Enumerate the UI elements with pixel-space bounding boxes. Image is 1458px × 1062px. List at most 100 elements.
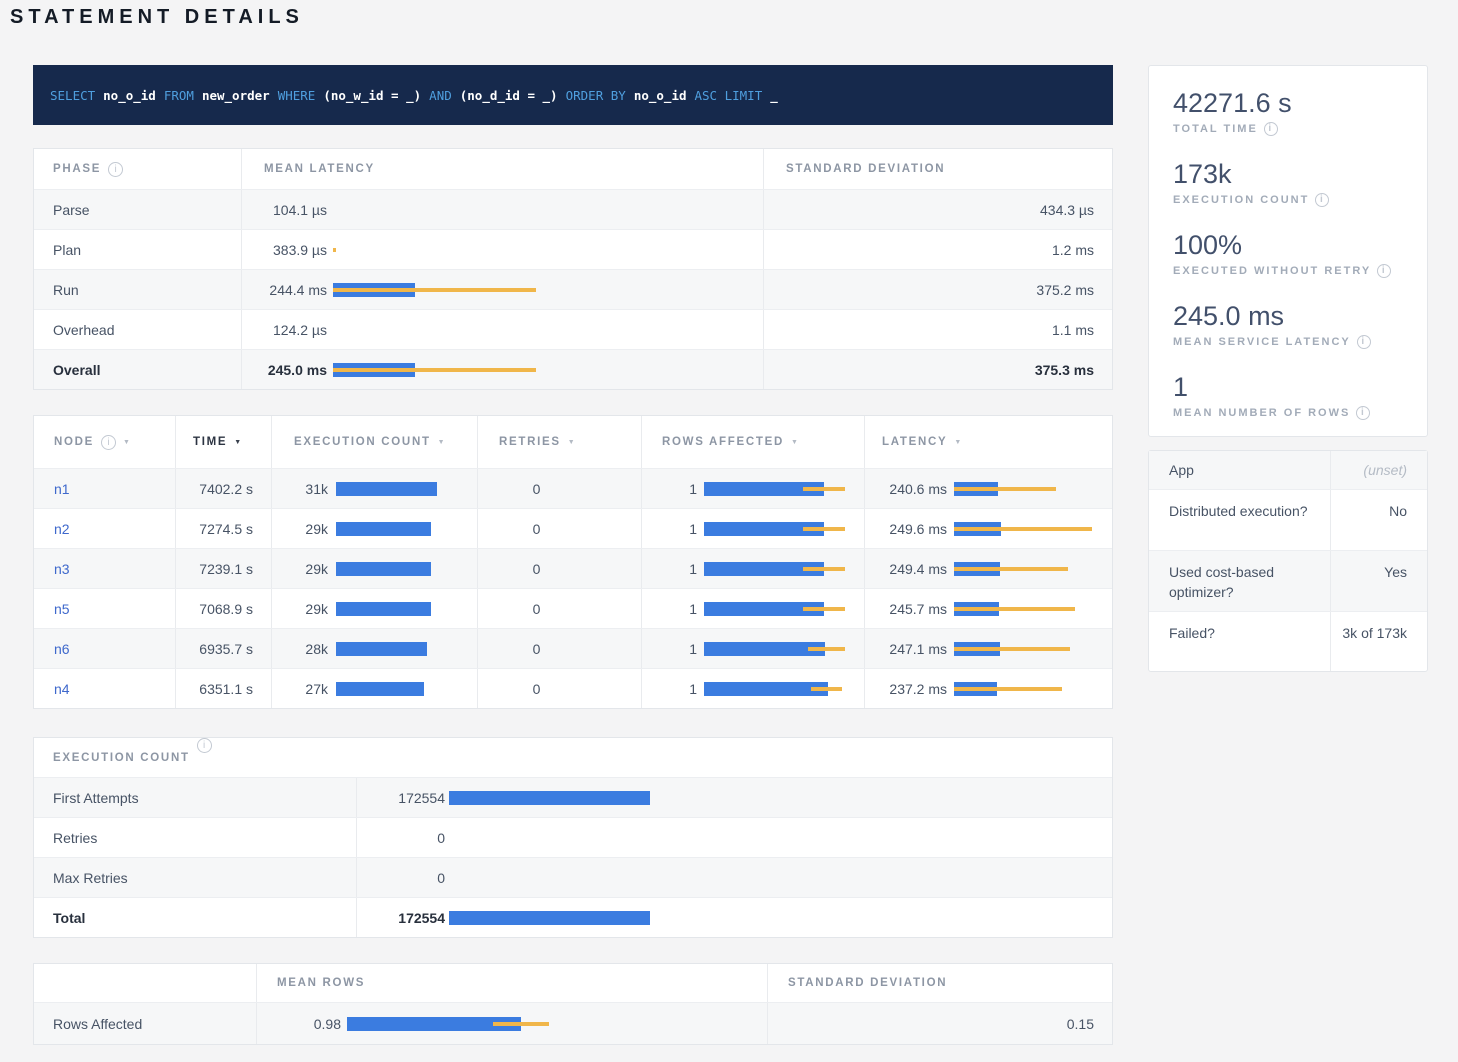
std-dev-whisker [954,526,1092,531]
sql-identifier: no_o_id [103,87,156,103]
info-icon[interactable]: i [196,738,212,753]
std-dev-whisker [803,526,845,531]
std-dev-whisker [493,1021,549,1026]
node-row: n4 6351.1 s 27k 0 1 237.2 ms [34,668,1112,708]
column-header-node[interactable]: NODE i ▼ [54,434,130,450]
count-bar [449,910,1102,925]
std-dev-value: 375.3 ms [1034,361,1094,378]
latency-value: 249.6 ms [889,520,947,537]
time-value: 7402.2 s [199,480,253,497]
std-dev-whisker [333,247,336,252]
std-dev-whisker [803,606,845,611]
latency-value: 245.7 ms [889,600,947,617]
info-icon[interactable]: i [1315,193,1330,207]
statement-summary-card: 42271.6 s TOTAL TIME i 173k EXECUTION COU… [1148,65,1428,437]
rows-affected-table: MEAN ROWS STANDARD DEVIATION Rows Affect… [33,963,1113,1045]
info-icon[interactable]: i [1356,335,1371,349]
column-header-standard-deviation: STANDARD DEVIATION [786,163,946,175]
rows-affected-bar [704,641,858,656]
time-value: 6351.1 s [199,680,253,697]
stat-execution-count: 173k EXECUTION COUNT i [1173,159,1403,207]
sort-icon[interactable]: ▼ [567,438,575,446]
sort-icon[interactable]: ▼ [954,438,962,446]
info-icon[interactable]: i [108,161,124,177]
phase-label: Plan [53,241,82,258]
phase-row-run: Run 244.4 ms 375.2 ms [34,269,1112,309]
node-row: n3 7239.1 s 29k 0 1 249.4 ms [34,548,1112,588]
column-header-execution-count[interactable]: EXECUTION COUNT ▼ [271,416,477,468]
execution-count-value: 31k [305,480,328,497]
node-row: n5 7068.9 s 29k 0 1 245.7 ms [34,588,1112,628]
bar [704,521,824,536]
column-header-retries[interactable]: RETRIES ▼ [477,416,641,468]
column-header-time[interactable]: TIME ▼ [175,416,271,468]
execution-count-table: EXECUTION COUNT i First Attempts 172554 R… [33,737,1113,938]
mean-latency-value: 383.9 µs [273,241,327,258]
prop-row-app: App (unset) [1149,451,1427,489]
std-dev-whisker [954,646,1070,651]
std-dev-value: 1.1 ms [1051,321,1094,338]
retries-value: 0 [532,480,541,497]
time-value: 6935.7 s [199,640,253,657]
node-link[interactable]: n3 [54,560,70,577]
rows-affected-row: Rows Affected 0.98 0.15 [34,1002,1112,1044]
info-icon[interactable]: i [101,434,117,450]
bar [704,601,824,616]
node-link[interactable]: n1 [54,480,70,497]
time-value: 7068.9 s [199,600,253,617]
bar [336,481,437,496]
sql-statement: SELECT no_o_id FROM new_order WHERE (no_w_id … [50,88,786,103]
node-link[interactable]: n2 [54,520,70,537]
stat-value: 173k [1173,159,1232,189]
bar [336,641,427,656]
stat-value: 42271.6 s [1173,88,1292,118]
std-dev-whisker [954,566,1068,571]
latency-bar [954,681,1104,696]
node-link[interactable]: n4 [54,680,70,697]
phase-label: Parse [53,201,90,218]
sort-icon[interactable]: ▼ [790,438,798,446]
sort-icon[interactable]: ▼ [234,438,242,446]
column-header-rows-affected[interactable]: ROWS AFFECTED ▼ [641,416,864,468]
mean-latency-value: 244.4 ms [269,281,327,298]
stat-label: TOTAL TIME [1173,123,1258,135]
count-bar [449,871,1102,885]
rows-affected-bar [704,561,858,576]
mean-latency-bar [333,362,751,377]
rows-affected-value: 1 [689,600,697,617]
sort-icon[interactable]: ▼ [123,438,130,446]
row-label: Retries [53,829,98,846]
stat-label: MEAN NUMBER OF ROWS [1173,407,1351,419]
node-link[interactable]: n5 [54,600,70,617]
retries-value: 0 [532,520,541,537]
prop-row-failed: Failed? 3k of 173k [1149,611,1427,671]
phase-label: Overhead [53,321,115,338]
stat-value: 100% [1173,230,1243,260]
exec-row-max-retries: Max Retries 0 [34,857,1112,897]
column-header-latency[interactable]: LATENCY ▼ [864,416,1112,468]
stat-executed-without-retry: 100% EXECUTED WITHOUT RETRY i [1173,230,1403,278]
sql-keyword: ORDER BY [565,87,626,103]
prop-label: Distributed execution? [1149,490,1331,550]
phase-label: Overall [53,361,101,378]
info-icon[interactable]: i [1377,264,1392,278]
rows-table-header: MEAN ROWS STANDARD DEVIATION [34,964,1112,1002]
node-link[interactable]: n6 [54,640,70,657]
info-icon[interactable]: i [1263,122,1278,136]
phase-row-parse: Parse 104.1 µs 434.3 µs [34,189,1112,229]
prop-row-cost-based-optimizer: Used cost-based optimizer? Yes [1149,550,1427,611]
row-label: First Attempts [53,789,139,806]
count-value: 0 [437,869,445,886]
sort-icon[interactable]: ▼ [437,438,445,446]
rows-affected-value: 1 [689,640,697,657]
sql-keyword: ASC LIMIT [694,87,763,103]
std-dev-whisker [811,686,842,691]
rows-affected-bar [704,601,858,616]
sql-keyword: SELECT [50,87,96,103]
phase-label: Run [53,281,79,298]
std-dev-value: 1.2 ms [1051,241,1094,258]
bar [336,561,431,576]
stat-label: EXECUTION COUNT [1173,194,1310,206]
info-icon[interactable]: i [1356,406,1371,420]
latency-bar [954,561,1104,576]
